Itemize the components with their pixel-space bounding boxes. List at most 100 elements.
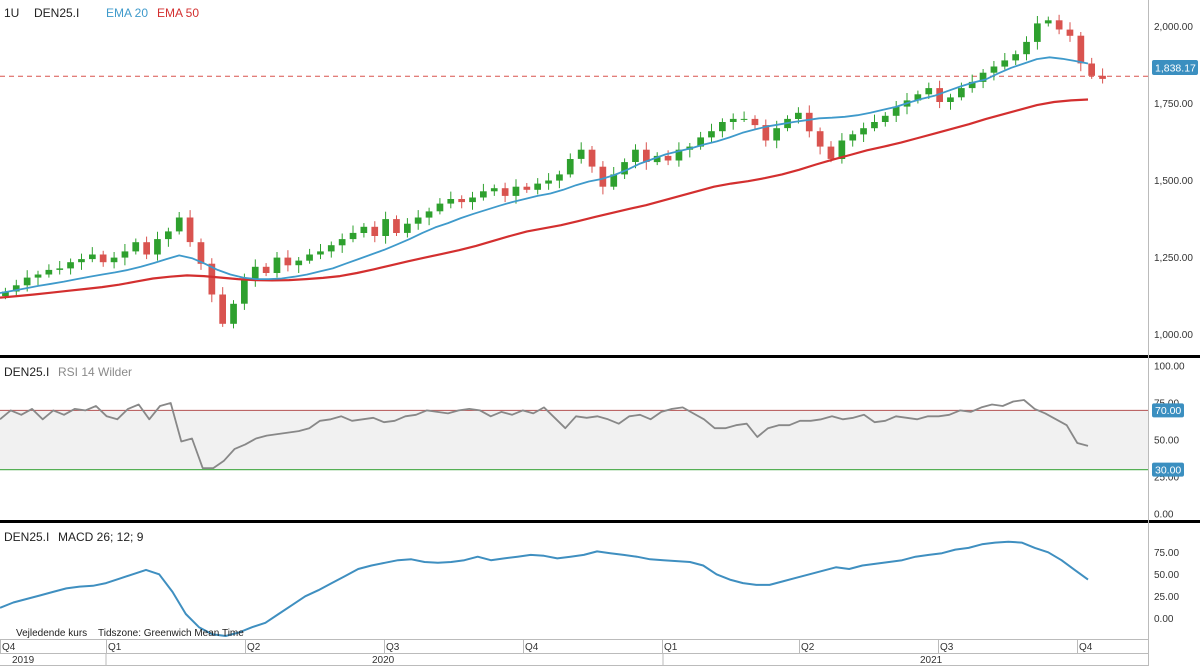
candle-body-up: [545, 180, 552, 184]
candle-body-down: [208, 263, 216, 295]
candle-body-up: [338, 239, 346, 246]
candle-body-down: [99, 254, 107, 263]
rsi-y-tick-label: 0.00: [1154, 510, 1174, 521]
candle-body-up: [838, 140, 846, 159]
quarter-tick-label: Q4: [1079, 642, 1093, 653]
rsi-y-tick-label: 50.00: [1154, 436, 1179, 447]
rsi-upper-badge-text: 70.00: [1155, 405, 1181, 417]
candle-body-up: [349, 232, 357, 240]
macd-y-tick-label: 75.00: [1154, 548, 1179, 559]
candle-body-up: [1034, 23, 1041, 42]
candle-body-down: [197, 242, 205, 264]
candle-body-up: [480, 191, 487, 198]
candle-body-up: [990, 66, 998, 73]
candle-body-up: [947, 97, 954, 102]
time-axis: Q4 Q1 Q2 Q3 Q4 Q1 Q2 Q3 Q4 2019 2020 2021: [0, 639, 1148, 666]
rsi-lower-badge-text: 30.00: [1155, 464, 1181, 476]
candle-body-up: [881, 115, 889, 122]
candle-body-down: [599, 166, 607, 187]
candle-body-up: [382, 219, 389, 236]
candle-body-up: [327, 245, 335, 252]
candle-body-up: [914, 94, 922, 101]
year-tick-label: 2019: [12, 655, 35, 666]
candle-body-up: [360, 226, 368, 233]
last-price-badge-bg: [1152, 60, 1198, 75]
interval-label[interactable]: 1U: [4, 6, 19, 20]
rsi-band: [0, 410, 1148, 470]
candle-body-up: [317, 251, 324, 255]
candle-body-up: [697, 137, 704, 147]
candle-body-up: [230, 303, 237, 324]
candle-body-up: [273, 257, 281, 273]
quarter-tick-label: Q1: [664, 642, 678, 653]
macd-indicator-label[interactable]: MACD 26; 12; 9: [58, 530, 144, 544]
candle-body-down: [751, 118, 759, 126]
price-marks: [0, 14, 1148, 329]
candle-body-up: [45, 269, 53, 275]
candle-body-down: [1077, 35, 1085, 64]
symbol-label[interactable]: DEN25.I: [34, 6, 79, 20]
candle-body-up: [632, 149, 639, 162]
candle-body-down: [1099, 75, 1106, 79]
candle-body-up: [1044, 20, 1052, 24]
candle-body-up: [871, 122, 878, 129]
candle-body-down: [1066, 29, 1074, 36]
quarter-tick-label: Q2: [801, 642, 815, 653]
candle-body-down: [284, 257, 292, 266]
price-y-tick-label: 2,000.00: [1154, 22, 1193, 33]
candle-body-up: [621, 162, 628, 175]
candle-body-up: [2, 291, 9, 297]
candle-body-up: [577, 149, 585, 159]
candle-body-down: [664, 155, 672, 161]
candle-body-up: [512, 186, 520, 196]
macd-line: [0, 540, 1089, 637]
candle-body-down: [262, 266, 270, 273]
candle-body-up: [892, 106, 900, 116]
candle-body-down: [643, 149, 650, 162]
year-ticks: 2019 2020 2021: [12, 653, 943, 666]
candle-body-up: [860, 128, 867, 135]
candle-body-down: [1055, 20, 1063, 30]
candle-body-up: [729, 118, 737, 122]
price-y-tick-label: 1,000.00: [1154, 330, 1193, 341]
price-note: Vejledende kurs: [16, 628, 87, 639]
candle-body-up: [175, 217, 183, 232]
candle-body-up: [251, 266, 259, 280]
candle-body-up: [121, 251, 129, 258]
candle-body-down: [1088, 63, 1095, 76]
quarter-ticks: Q4 Q1 Q2 Q3 Q4 Q1 Q2 Q3 Q4: [0, 640, 1093, 653]
quarter-tick-label: Q4: [525, 642, 539, 653]
candle-body-down: [827, 146, 835, 159]
price-y-axis: 1,000.00 1,250.00 1,500.00 1,750.00 2,000.00: [1154, 22, 1193, 341]
candle-body-up: [12, 285, 20, 292]
candle-body-up: [958, 88, 965, 98]
macd-y-tick-label: 50.00: [1154, 570, 1179, 581]
rsi-symbol-label: DEN25.I: [4, 365, 49, 379]
last-price-badge: 1,838.17: [1152, 60, 1198, 75]
ema50-legend[interactable]: EMA 50: [157, 6, 199, 20]
candle-body-down: [371, 226, 379, 236]
candle-body-up: [566, 159, 574, 175]
candle-body-up: [708, 131, 715, 138]
candle-body-up: [675, 149, 683, 161]
candle-body-up: [556, 174, 563, 181]
rsi-indicator-label[interactable]: RSI 14 Wilder: [58, 365, 132, 379]
candle-body-up: [925, 88, 933, 95]
ema20-legend[interactable]: EMA 20: [106, 6, 148, 20]
candle-body-up: [849, 134, 857, 141]
price-y-tick-label: 1,500.00: [1154, 176, 1193, 187]
candle-body-up: [979, 72, 987, 82]
candle-body-down: [219, 294, 226, 324]
candle-body-up: [1001, 60, 1009, 67]
candle-body-down: [458, 199, 465, 203]
candle-body-up: [469, 197, 476, 203]
rsi-upper-badge-bg: [1152, 403, 1184, 418]
candle-body-up: [165, 231, 172, 240]
quarter-tick-label: Q4: [2, 642, 16, 653]
candle-body-up: [414, 217, 422, 224]
macd-symbol-label: DEN25.I: [4, 530, 49, 544]
candle-body-down: [816, 131, 824, 147]
candle-body-down: [805, 112, 813, 132]
year-tick-label: 2020: [372, 655, 395, 666]
